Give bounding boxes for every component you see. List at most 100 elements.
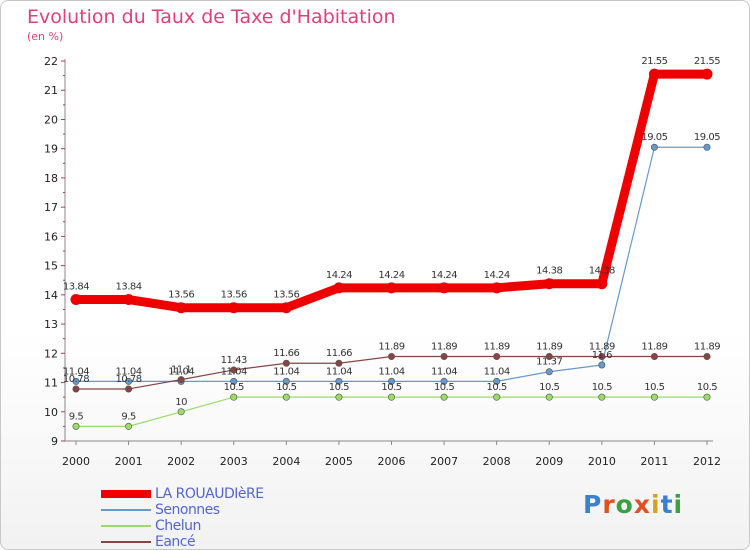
y-tick-label: 9 [51,435,58,448]
data-label: 11.66 [273,348,299,359]
legend-item: Senonnes [101,502,264,518]
legend-swatch-eance [101,541,151,543]
data-point [335,393,343,401]
x-tick-label: 2000 [62,455,90,468]
data-point [228,302,240,314]
x-tick-label: 2005 [325,455,353,468]
data-label: 11.04 [431,366,457,377]
chart-title: Evolution du Taux de Taxe d'Habitation [27,6,396,28]
y-tick-label: 16 [44,230,58,243]
data-point [493,377,501,385]
data-point [543,278,555,290]
data-label: 10.5 [539,382,559,393]
data-point [598,361,606,369]
data-label: 19.05 [694,132,720,143]
data-point [177,408,185,416]
data-point [596,278,608,290]
data-label: 11.04 [484,366,510,377]
data-label: 13.84 [63,282,89,293]
y-tick-label: 18 [44,172,58,185]
legend-swatch-senonnes [101,509,151,511]
data-point [703,393,711,401]
legend-swatch-la-rouaudiere [101,490,151,498]
data-point [333,282,345,294]
x-tick-label: 2002 [167,455,195,468]
data-label: 11.04 [378,366,404,377]
y-tick-label: 21 [44,84,58,97]
data-label: 19.05 [641,132,667,143]
y-tick-label: 13 [44,318,58,331]
data-label: 21.55 [641,56,667,67]
x-tick-label: 2001 [115,455,143,468]
data-point [386,282,397,294]
data-point [125,377,133,385]
data-point [545,368,553,376]
data-point [230,377,238,385]
data-point [335,377,343,385]
legend-item: LA ROUAUDIèRE [101,486,264,502]
data-point [282,377,290,385]
data-point [175,302,187,314]
data-label: 10.5 [697,382,717,393]
data-point [280,302,292,314]
legend-item: Chelun [101,518,264,534]
data-label: 11.6 [592,350,612,361]
y-tick-label: 14 [44,289,58,302]
data-label: 11.89 [431,342,457,353]
data-label: 11.1 [171,365,191,376]
logo-letter: t [660,490,674,519]
logo-letter: i [651,490,661,519]
data-point [703,353,711,361]
data-label: 10.5 [381,382,401,393]
data-label: 14.38 [589,266,615,277]
legend-label: Senonnes [155,502,220,518]
data-label: 11.04 [221,366,247,377]
data-point [230,366,238,374]
data-point [335,359,343,367]
data-label: 11.04 [168,366,194,377]
data-label: 9.5 [69,411,84,422]
data-label: 11.04 [116,366,142,377]
legend-swatch-chelun [101,525,151,527]
data-label: 10.5 [276,382,296,393]
data-label: 11.43 [221,355,247,366]
data-label: 11.89 [694,342,720,353]
data-label: 14.24 [484,270,510,281]
data-point [650,143,658,151]
x-tick-label: 2004 [272,455,300,468]
legend-label: LA ROUAUDIèRE [155,486,264,502]
data-label: 10.78 [63,374,89,385]
logo-letter: x [633,490,651,519]
data-label: 10 [175,397,187,408]
x-tick-label: 2011 [640,455,668,468]
data-point [125,422,133,430]
data-label: 14.24 [378,270,404,281]
data-label: 10.5 [644,382,664,393]
x-tick-label: 2010 [588,455,616,468]
x-tick-label: 2006 [378,455,406,468]
data-point [438,282,450,294]
data-label: 10.5 [592,382,612,393]
y-tick-label: 22 [44,55,58,68]
data-point [598,353,606,361]
data-point [387,353,395,361]
data-point [125,385,133,393]
data-point [493,393,501,401]
data-label: 11.04 [63,366,89,377]
x-tick-label: 2012 [693,455,721,468]
data-label: 14.24 [326,270,352,281]
logo-letter: o [615,490,634,519]
y-tick-label: 11 [44,377,58,390]
data-label: 13.56 [168,290,194,301]
data-label: 14.38 [536,266,562,277]
legend-label: Chelun [155,518,201,534]
data-label: 10.5 [434,382,454,393]
x-tick-label: 2008 [483,455,511,468]
data-label: 11.66 [326,348,352,359]
data-label: 11.37 [536,357,562,368]
data-point [387,377,395,385]
x-tick-label: 2009 [535,455,563,468]
x-tick-label: 2007 [430,455,458,468]
data-label: 13.56 [221,290,247,301]
series-line-chelun [76,396,707,427]
